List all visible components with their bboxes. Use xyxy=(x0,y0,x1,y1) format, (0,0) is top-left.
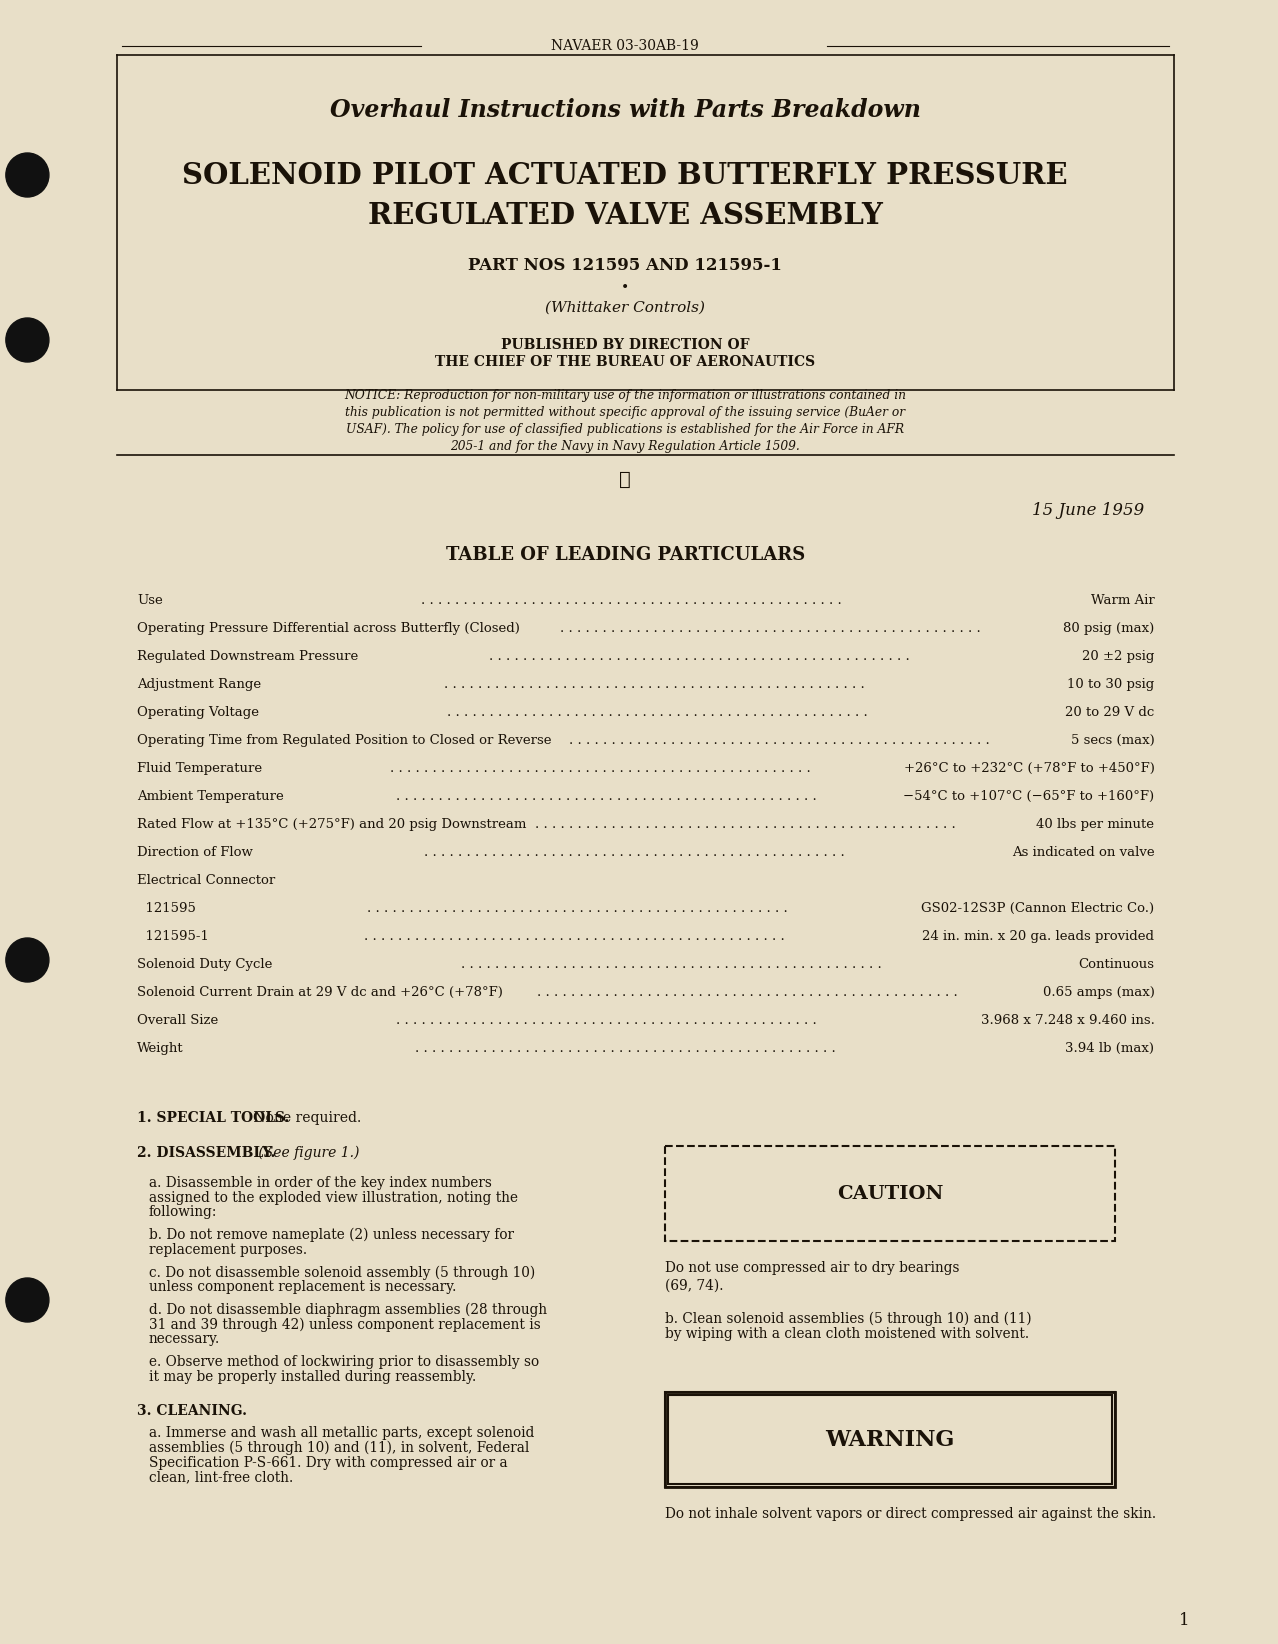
Text: 20 to 29 V dc: 20 to 29 V dc xyxy=(1065,705,1154,718)
Text: 1. SPECIAL TOOLS.: 1. SPECIAL TOOLS. xyxy=(137,1111,289,1124)
Text: PART NOS 121595 AND 121595-1: PART NOS 121595 AND 121595-1 xyxy=(468,256,782,273)
Text: 2. DISASSEMBLY.: 2. DISASSEMBLY. xyxy=(137,1146,275,1161)
Text: Specification P-S-661. Dry with compressed air or a: Specification P-S-661. Dry with compress… xyxy=(148,1457,507,1470)
Text: assemblies (5 through 10) and (11), in solvent, Federal: assemblies (5 through 10) and (11), in s… xyxy=(148,1442,529,1455)
Text: 1: 1 xyxy=(1178,1611,1189,1629)
Text: 205-1 and for the Navy in Navy Regulation Article 1509.: 205-1 and for the Navy in Navy Regulatio… xyxy=(450,439,800,452)
Text: 3.968 x 7.248 x 9.460 ins.: 3.968 x 7.248 x 9.460 ins. xyxy=(980,1013,1154,1026)
Text: Warm Air: Warm Air xyxy=(1090,593,1154,607)
Text: Electrical Connector: Electrical Connector xyxy=(137,873,275,886)
Text: NAVAER 03-30AB-19: NAVAER 03-30AB-19 xyxy=(551,39,699,53)
Text: unless component replacement is necessary.: unless component replacement is necessar… xyxy=(148,1281,456,1294)
Text: GS02-12S3P (Cannon Electric Co.): GS02-12S3P (Cannon Electric Co.) xyxy=(921,901,1154,914)
Circle shape xyxy=(6,317,49,362)
Text: . . . . . . . . . . . . . . . . . . . . . . . . . . . . . . . . . . . . . . . . : . . . . . . . . . . . . . . . . . . . . … xyxy=(396,789,817,802)
Text: SOLENOID PILOT ACTUATED BUTTERFLY PRESSURE: SOLENOID PILOT ACTUATED BUTTERFLY PRESSU… xyxy=(183,161,1068,189)
Text: As indicated on valve: As indicated on valve xyxy=(1012,845,1154,858)
Text: PUBLISHED BY DIRECTION OF: PUBLISHED BY DIRECTION OF xyxy=(501,339,749,352)
Text: Fluid Temperature: Fluid Temperature xyxy=(137,761,262,774)
Text: . . . . . . . . . . . . . . . . . . . . . . . . . . . . . . . . . . . . . . . . : . . . . . . . . . . . . . . . . . . . . … xyxy=(396,1013,817,1026)
Text: THE CHIEF OF THE BUREAU OF AERONAUTICS: THE CHIEF OF THE BUREAU OF AERONAUTICS xyxy=(435,355,815,368)
Text: . . . . . . . . . . . . . . . . . . . . . . . . . . . . . . . . . . . . . . . . : . . . . . . . . . . . . . . . . . . . . … xyxy=(422,593,842,607)
Text: a. Disassemble in order of the key index numbers: a. Disassemble in order of the key index… xyxy=(148,1175,492,1190)
Text: Operating Voltage: Operating Voltage xyxy=(137,705,259,718)
Text: . . . . . . . . . . . . . . . . . . . . . . . . . . . . . . . . . . . . . . . . : . . . . . . . . . . . . . . . . . . . . … xyxy=(560,621,982,635)
Text: WARNING: WARNING xyxy=(826,1429,955,1450)
Text: Weight: Weight xyxy=(137,1042,184,1054)
Text: 3.94 lb (max): 3.94 lb (max) xyxy=(1066,1042,1154,1054)
Text: Adjustment Range: Adjustment Range xyxy=(137,677,261,690)
Text: Do not use compressed air to dry bearings: Do not use compressed air to dry bearing… xyxy=(666,1261,960,1276)
Text: . . . . . . . . . . . . . . . . . . . . . . . . . . . . . . . . . . . . . . . . : . . . . . . . . . . . . . . . . . . . . … xyxy=(364,929,785,942)
Text: Overhaul Instructions with Parts Breakdown: Overhaul Instructions with Parts Breakdo… xyxy=(330,99,920,122)
Text: a. Immerse and wash all metallic parts, except solenoid: a. Immerse and wash all metallic parts, … xyxy=(148,1427,534,1440)
Text: (69, 74).: (69, 74). xyxy=(666,1279,723,1292)
Text: None required.: None required. xyxy=(249,1111,362,1124)
Text: •: • xyxy=(621,281,629,294)
Text: necessary.: necessary. xyxy=(148,1332,220,1346)
Text: Regulated Downstream Pressure: Regulated Downstream Pressure xyxy=(137,649,358,663)
Circle shape xyxy=(6,1277,49,1322)
Text: b. Do not remove nameplate (2) unless necessary for: b. Do not remove nameplate (2) unless ne… xyxy=(148,1228,514,1243)
Text: c. Do not disassemble solenoid assembly (5 through 10): c. Do not disassemble solenoid assembly … xyxy=(148,1266,535,1281)
Text: 10 to 30 psig: 10 to 30 psig xyxy=(1067,677,1154,690)
Text: b. Clean solenoid assemblies (5 through 10) and (11): b. Clean solenoid assemblies (5 through … xyxy=(666,1312,1031,1327)
Text: REGULATED VALVE ASSEMBLY: REGULATED VALVE ASSEMBLY xyxy=(368,201,883,230)
Text: −54°C to +107°C (−65°F to +160°F): −54°C to +107°C (−65°F to +160°F) xyxy=(904,789,1154,802)
Text: USAF). The policy for use of classified publications is established for the Air : USAF). The policy for use of classified … xyxy=(346,423,905,436)
Text: 80 psig (max): 80 psig (max) xyxy=(1063,621,1154,635)
Text: . . . . . . . . . . . . . . . . . . . . . . . . . . . . . . . . . . . . . . . . : . . . . . . . . . . . . . . . . . . . . … xyxy=(367,901,789,914)
Text: Rated Flow at +135°C (+275°F) and 20 psig Downstream: Rated Flow at +135°C (+275°F) and 20 psi… xyxy=(137,817,527,830)
Circle shape xyxy=(6,939,49,981)
Text: Solenoid Duty Cycle: Solenoid Duty Cycle xyxy=(137,957,272,970)
Text: . . . . . . . . . . . . . . . . . . . . . . . . . . . . . . . . . . . . . . . . : . . . . . . . . . . . . . . . . . . . . … xyxy=(538,985,958,998)
Text: . . . . . . . . . . . . . . . . . . . . . . . . . . . . . . . . . . . . . . . . : . . . . . . . . . . . . . . . . . . . . … xyxy=(569,733,989,746)
Text: 121595-1: 121595-1 xyxy=(137,929,208,942)
Text: Operating Pressure Differential across Butterfly (Closed): Operating Pressure Differential across B… xyxy=(137,621,520,635)
Text: it may be properly installed during reassembly.: it may be properly installed during reas… xyxy=(148,1369,475,1384)
Text: Overall Size: Overall Size xyxy=(137,1013,219,1026)
Text: Use: Use xyxy=(137,593,162,607)
Text: +26°C to +232°C (+78°F to +450°F): +26°C to +232°C (+78°F to +450°F) xyxy=(904,761,1154,774)
Text: . . . . . . . . . . . . . . . . . . . . . . . . . . . . . . . . . . . . . . . . : . . . . . . . . . . . . . . . . . . . . … xyxy=(461,957,882,970)
Text: following:: following: xyxy=(148,1205,217,1220)
Text: Solenoid Current Drain at 29 V dc and +26°C (+78°F): Solenoid Current Drain at 29 V dc and +2… xyxy=(137,985,502,998)
Text: e. Observe method of lockwiring prior to disassembly so: e. Observe method of lockwiring prior to… xyxy=(148,1355,539,1369)
Text: clean, lint-free cloth.: clean, lint-free cloth. xyxy=(148,1470,293,1485)
Text: . . . . . . . . . . . . . . . . . . . . . . . . . . . . . . . . . . . . . . . . : . . . . . . . . . . . . . . . . . . . . … xyxy=(424,845,845,858)
Text: 40 lbs per minute: 40 lbs per minute xyxy=(1036,817,1154,830)
Text: Do not inhale solvent vapors or direct compressed air against the skin.: Do not inhale solvent vapors or direct c… xyxy=(666,1508,1157,1521)
Text: . . . . . . . . . . . . . . . . . . . . . . . . . . . . . . . . . . . . . . . . : . . . . . . . . . . . . . . . . . . . . … xyxy=(534,817,956,830)
Text: . . . . . . . . . . . . . . . . . . . . . . . . . . . . . . . . . . . . . . . . : . . . . . . . . . . . . . . . . . . . . … xyxy=(489,649,910,663)
Text: . . . . . . . . . . . . . . . . . . . . . . . . . . . . . . . . . . . . . . . . : . . . . . . . . . . . . . . . . . . . . … xyxy=(390,761,810,774)
Text: TABLE OF LEADING PARTICULARS: TABLE OF LEADING PARTICULARS xyxy=(446,546,805,564)
Text: Continuous: Continuous xyxy=(1079,957,1154,970)
Text: 5 secs (max): 5 secs (max) xyxy=(1071,733,1154,746)
Text: NOTICE: Reproduction for non-military use of the information or illustrations co: NOTICE: Reproduction for non-military us… xyxy=(344,388,906,401)
Text: 0.65 amps (max): 0.65 amps (max) xyxy=(1043,985,1154,998)
Text: . . . . . . . . . . . . . . . . . . . . . . . . . . . . . . . . . . . . . . . . : . . . . . . . . . . . . . . . . . . . . … xyxy=(447,705,868,718)
Text: ★: ★ xyxy=(620,470,631,488)
Text: . . . . . . . . . . . . . . . . . . . . . . . . . . . . . . . . . . . . . . . . : . . . . . . . . . . . . . . . . . . . . … xyxy=(443,677,865,690)
Text: d. Do not disassemble diaphragm assemblies (28 through: d. Do not disassemble diaphragm assembli… xyxy=(148,1304,547,1317)
Text: 3. CLEANING.: 3. CLEANING. xyxy=(137,1404,247,1419)
Text: 31 and 39 through 42) unless component replacement is: 31 and 39 through 42) unless component r… xyxy=(148,1317,541,1332)
Text: (Whittaker Controls): (Whittaker Controls) xyxy=(546,301,705,316)
Text: . . . . . . . . . . . . . . . . . . . . . . . . . . . . . . . . . . . . . . . . : . . . . . . . . . . . . . . . . . . . . … xyxy=(415,1042,836,1054)
Text: 121595: 121595 xyxy=(137,901,196,914)
Text: Operating Time from Regulated Position to Closed or Reverse: Operating Time from Regulated Position t… xyxy=(137,733,552,746)
Text: by wiping with a clean cloth moistened with solvent.: by wiping with a clean cloth moistened w… xyxy=(666,1327,1029,1342)
Text: this publication is not permitted without specific approval of the issuing servi: this publication is not permitted withou… xyxy=(345,406,905,419)
Circle shape xyxy=(6,153,49,197)
Text: (See figure 1.): (See figure 1.) xyxy=(254,1146,359,1161)
Text: replacement purposes.: replacement purposes. xyxy=(148,1243,307,1256)
Text: 15 June 1959: 15 June 1959 xyxy=(1033,501,1145,518)
Text: Ambient Temperature: Ambient Temperature xyxy=(137,789,284,802)
Text: 24 in. min. x 20 ga. leads provided: 24 in. min. x 20 ga. leads provided xyxy=(923,929,1154,942)
Text: 20 ±2 psig: 20 ±2 psig xyxy=(1082,649,1154,663)
Text: assigned to the exploded view illustration, noting the: assigned to the exploded view illustrati… xyxy=(148,1190,518,1205)
Text: Direction of Flow: Direction of Flow xyxy=(137,845,253,858)
Text: CAUTION: CAUTION xyxy=(837,1184,943,1202)
